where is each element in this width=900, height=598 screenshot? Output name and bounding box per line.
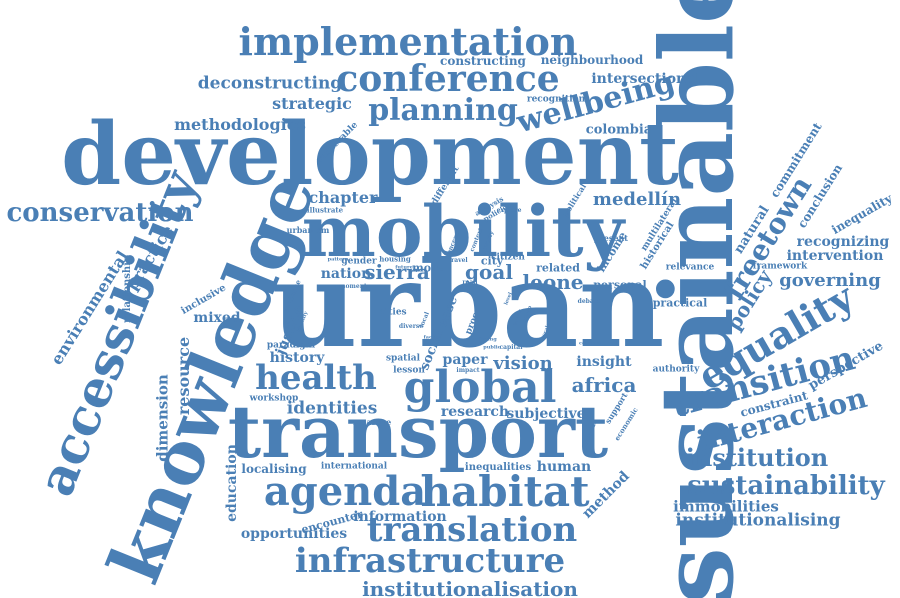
- word-identities: identities: [286, 398, 378, 419]
- word-debate: debate: [577, 298, 601, 305]
- word-explore: explore: [496, 207, 522, 214]
- word-information: information: [353, 509, 447, 525]
- word-institution: institution: [685, 443, 829, 472]
- word-mobility: mobility: [301, 190, 625, 273]
- word-agenda: agenda: [263, 468, 427, 515]
- word-localising: localising: [241, 462, 307, 476]
- word-health: health: [255, 358, 377, 398]
- word-paradigm: paradigm: [266, 340, 316, 351]
- word-africa: africa: [571, 373, 637, 397]
- word-authority: authority: [652, 364, 700, 375]
- word-goal: goal: [465, 260, 513, 284]
- word-governing: governing: [779, 270, 881, 291]
- word-deconstructing: deconstructing: [197, 73, 343, 94]
- word-nation: nation: [320, 266, 372, 282]
- word-translation: translation: [366, 510, 578, 550]
- word-citizen: citizen: [491, 252, 525, 263]
- word-dimension: dimension: [153, 374, 172, 462]
- word-opportunities: opportunities: [240, 526, 348, 542]
- word-chapter: chapter: [308, 188, 378, 207]
- word-recognition: recognition: [526, 94, 586, 105]
- word-intervention: intervention: [786, 248, 884, 264]
- word-measure: measure: [352, 417, 392, 427]
- word-diverse: diverse: [398, 323, 424, 330]
- word-present: present: [593, 233, 629, 243]
- word-international: international: [320, 461, 388, 472]
- word-recognizing: recognizing: [796, 234, 890, 250]
- word-relevance: relevance: [665, 262, 715, 273]
- word-factor: factor: [423, 334, 441, 341]
- word-methodologies: methodologies: [174, 115, 306, 134]
- word-human: human: [536, 459, 592, 475]
- word-housing: housing: [379, 254, 411, 264]
- word-conference: conference: [336, 58, 560, 100]
- word-infrastructure: infrastructure: [294, 541, 566, 581]
- word-travel: travel: [448, 257, 468, 264]
- word-lesson: lesson: [393, 365, 425, 376]
- word-development: development: [61, 104, 679, 205]
- word-colombia: colombia: [585, 122, 653, 138]
- word-relationship: relationship: [122, 255, 133, 323]
- word-education: education: [224, 444, 240, 522]
- word-impact: impact: [456, 367, 480, 374]
- word-moment: moment: [339, 283, 367, 290]
- word-concept: concept: [578, 340, 602, 347]
- word-subjective: subjective: [506, 406, 586, 422]
- word-road: road: [462, 279, 478, 286]
- word-strategic: strategic: [272, 94, 352, 113]
- word-history: history: [269, 350, 325, 366]
- word-neighbourhood: neighbourhood: [540, 53, 644, 67]
- word-institutionalisation: institutionalisation: [362, 577, 578, 598]
- word-vision: vision: [493, 353, 553, 374]
- word-practical: practical: [652, 296, 708, 310]
- word-illustrate: illustrate: [306, 205, 344, 215]
- word-urban: urban: [271, 235, 665, 374]
- word-paper: paper: [442, 352, 488, 368]
- word-mixed: mixed: [193, 310, 241, 326]
- word-gender: gender: [341, 256, 377, 267]
- word-leone: leone: [522, 270, 584, 294]
- word-medellin: medellín: [592, 189, 682, 210]
- word-inequalities: inequalities: [464, 462, 532, 473]
- word-insight: insight: [576, 354, 632, 370]
- word-related: related: [536, 261, 580, 275]
- word-transport: transport: [227, 389, 609, 474]
- word-implementation: implementation: [238, 19, 578, 64]
- word-inequality: inequality: [829, 191, 895, 237]
- word-spatial: spatial: [385, 353, 421, 364]
- word-public: public: [483, 344, 501, 351]
- word-sustainability: sustainability: [687, 471, 885, 501]
- word-more: more: [412, 261, 444, 275]
- word-habitat: habitat: [420, 467, 590, 516]
- word-capital: capital: [499, 344, 523, 351]
- word-workshop: workshop: [249, 393, 299, 404]
- word-city: city: [480, 254, 504, 268]
- word-conservation: conservation: [6, 198, 194, 228]
- word-sierra: sierra: [364, 260, 430, 284]
- word-cities: cities: [379, 307, 407, 318]
- word-institutionalising: institutionalising: [675, 510, 841, 531]
- word-research: research: [440, 404, 510, 420]
- word-global: global: [403, 362, 557, 413]
- word-framework: framework: [752, 261, 808, 272]
- word-future: future: [395, 264, 413, 271]
- word-resource: resource: [174, 336, 193, 416]
- word-planning: planning: [368, 93, 518, 128]
- word-constructing: constructing: [440, 54, 526, 68]
- word-intersectional: intersectional: [591, 71, 701, 87]
- word-urbanism: urbanism: [286, 225, 330, 235]
- word-pattern: pattern: [327, 256, 349, 263]
- word-immobilities: immobilities: [673, 497, 779, 516]
- word-facing: facing: [479, 336, 497, 343]
- word-personal: personal: [593, 278, 647, 292]
